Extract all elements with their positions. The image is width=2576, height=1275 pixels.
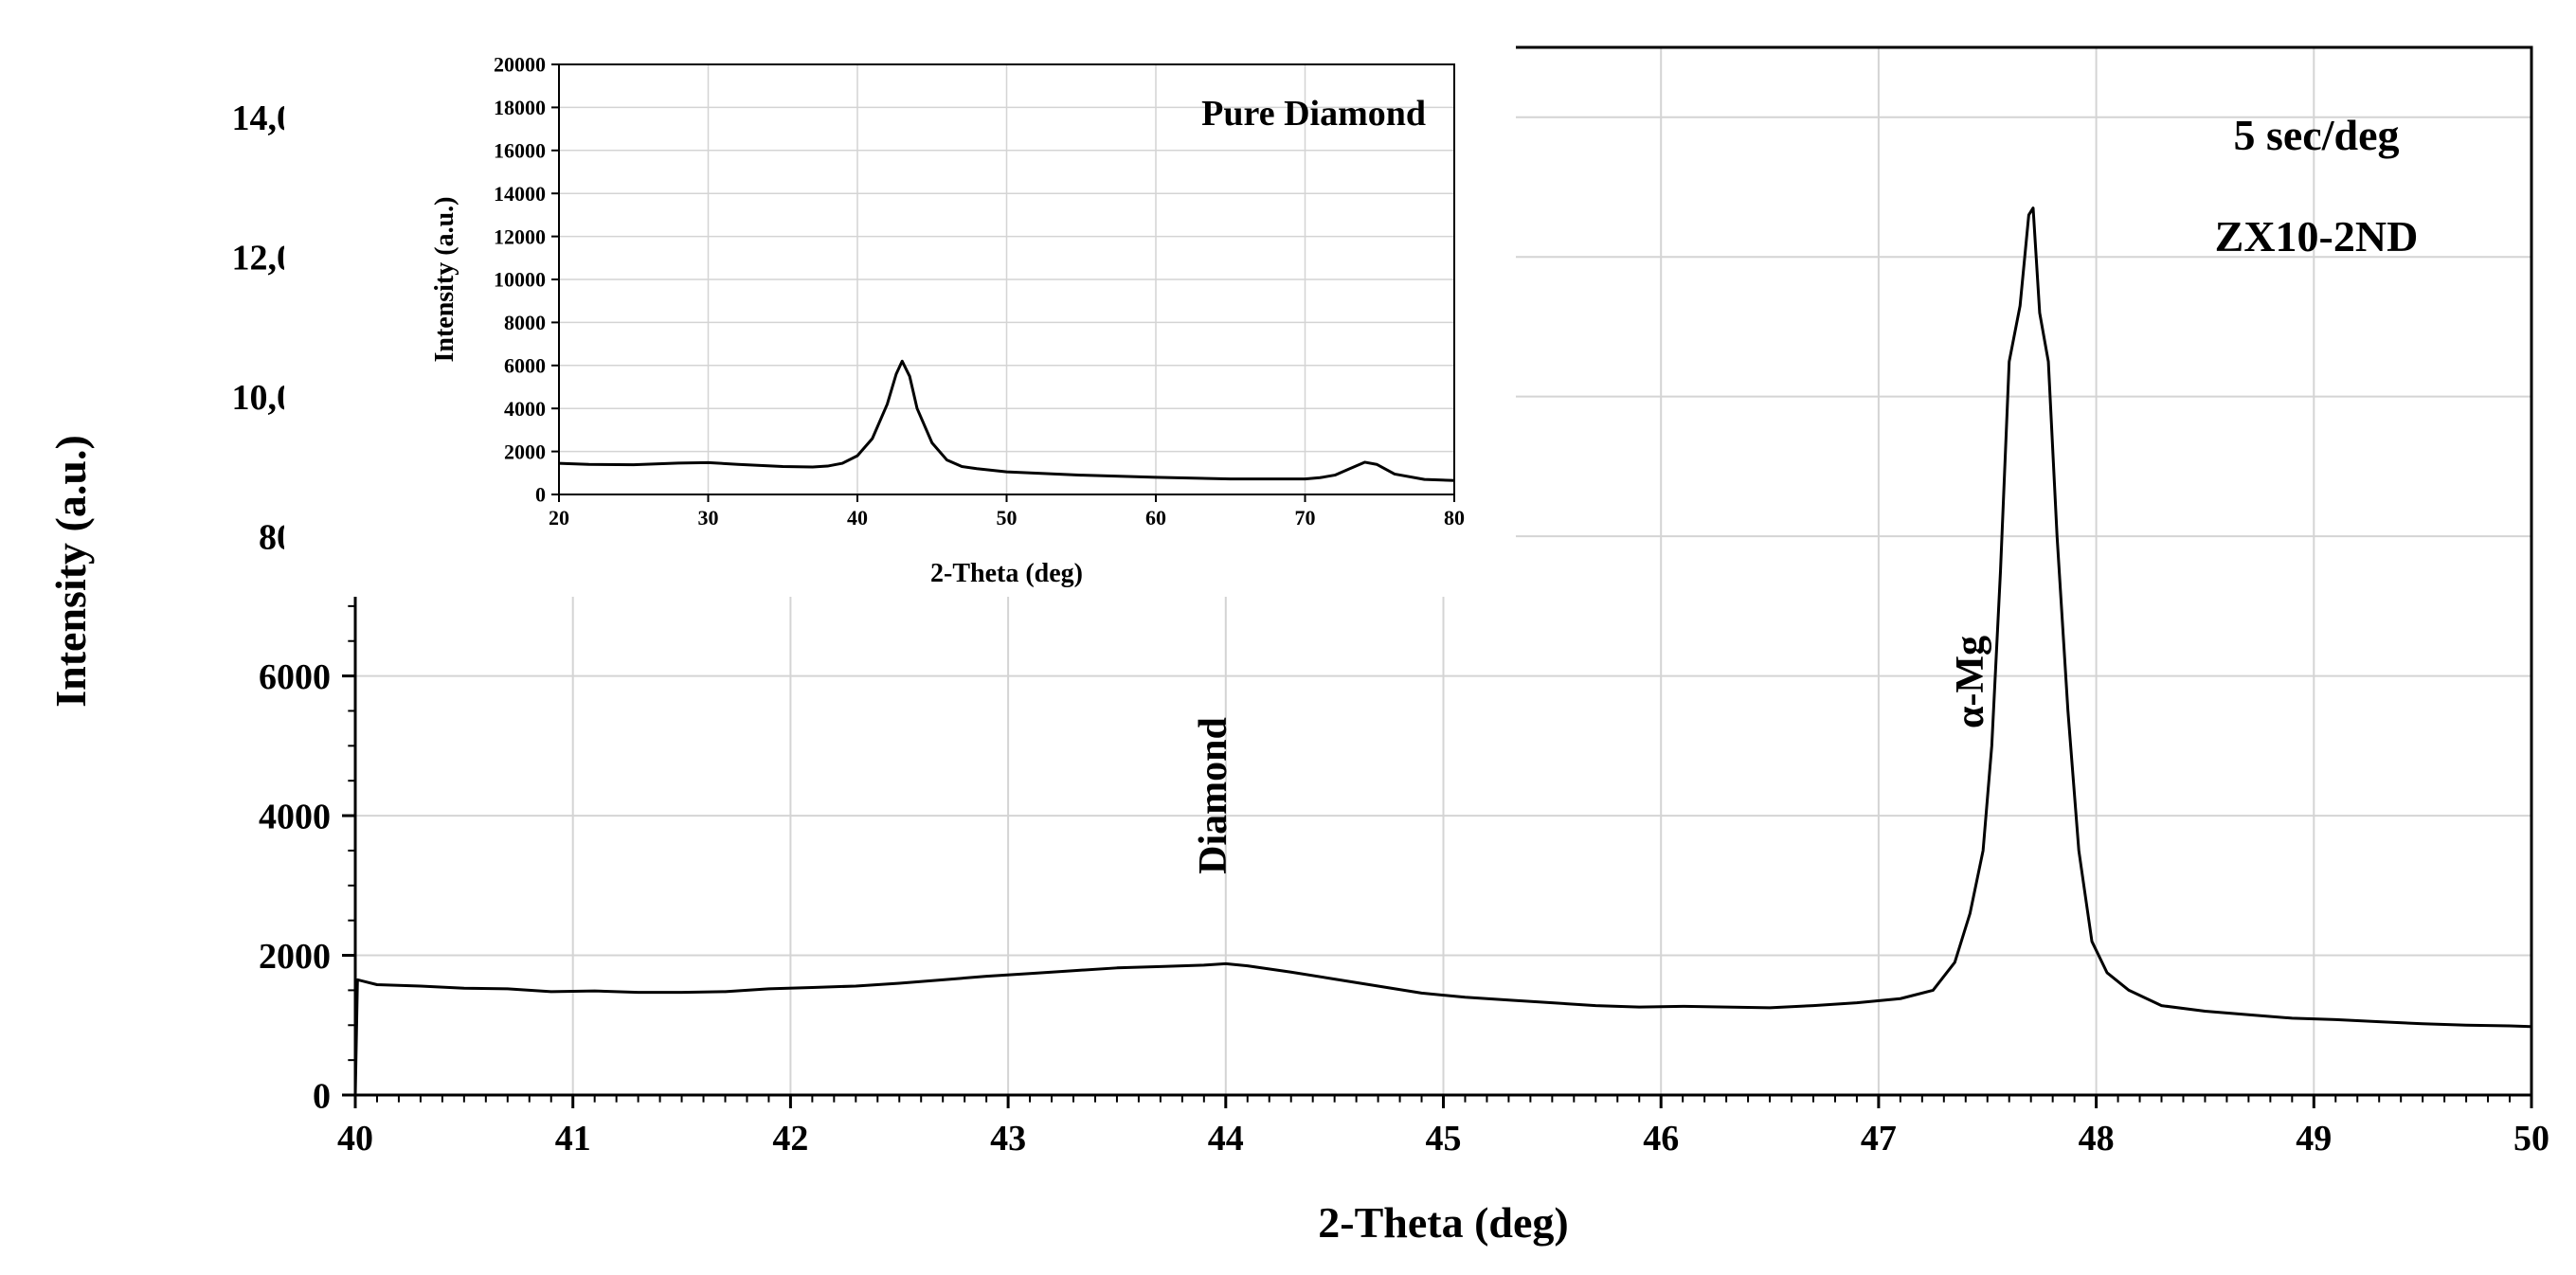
x-tick-label: 60 [1145, 506, 1166, 530]
x-tick-label: 40 [337, 1119, 373, 1158]
inset-chart: 20 30 40 50 60 70 80 0 2000 4000 6000 8000 10000 1200… [284, 28, 1516, 597]
x-tick-label: 47 [1861, 1119, 1897, 1158]
x-tick-label: 46 [1643, 1119, 1679, 1158]
inset-title: Pure Diamond [1201, 94, 1426, 134]
y-tick-label: 4000 [504, 397, 546, 421]
x-tick-label: 20 [549, 506, 569, 530]
x-axis-label: 2-Theta (deg) [930, 559, 1083, 588]
scan-rate-label: 5 sec/deg [2233, 111, 2399, 159]
x-tick-label: 48 [2079, 1119, 2115, 1158]
x-axis-ticks: 20 30 40 50 60 70 80 [549, 494, 1465, 530]
y-tick-label: 18000 [494, 96, 546, 119]
y-tick-label: 6000 [504, 354, 546, 378]
y-tick-label: 2000 [504, 440, 546, 463]
y-tick-label: 20000 [494, 53, 546, 77]
y-tick-label: 4000 [259, 797, 331, 836]
y-tick-label: 0 [535, 483, 546, 507]
y-axis-label: Intensity (a.u.) [46, 435, 95, 708]
x-tick-label: 50 [2513, 1119, 2549, 1158]
x-tick-label: 43 [990, 1119, 1026, 1158]
inset-background [284, 28, 1516, 597]
diamond-peak-label: Diamond [1192, 717, 1235, 874]
y-axis-label: Intensity (a.u.) [430, 196, 459, 362]
y-tick-label: 0 [313, 1076, 331, 1116]
x-tick-label: 30 [698, 506, 719, 530]
x-tick-label: 41 [555, 1119, 591, 1158]
y-tick-label: 12000 [494, 224, 546, 248]
x-tick-label: 45 [1426, 1119, 1462, 1158]
x-tick-label: 40 [847, 506, 868, 530]
x-tick-label: 49 [2296, 1119, 2332, 1158]
alpha-mg-peak-label: α-Mg [1949, 636, 1992, 728]
x-tick-label: 80 [1444, 506, 1465, 530]
x-tick-label: 42 [772, 1119, 808, 1158]
y-axis-ticks: 0 2000 4000 6000 8000 10000 12000 14000 16000 180… [494, 53, 559, 507]
y-tick-label: 10000 [494, 268, 546, 292]
series-line [558, 359, 1455, 482]
y-tick-label: 14000 [494, 182, 546, 206]
sample-label: ZX10-2ND [2215, 212, 2419, 260]
x-tick-label: 70 [1295, 506, 1316, 530]
y-tick-label: 6000 [259, 657, 331, 697]
x-axis-ticks: 40 41 42 43 44 45 46 47 48 49 50 [337, 1095, 2549, 1158]
x-tick-label: 44 [1208, 1119, 1244, 1158]
x-tick-label: 50 [997, 506, 1018, 530]
series-line [353, 207, 2532, 1096]
x-axis-label: 2-Theta (deg) [1318, 1198, 1568, 1247]
y-tick-label: 2000 [259, 937, 331, 977]
y-tick-label: 16000 [494, 139, 546, 163]
y-tick-label: 8000 [504, 311, 546, 334]
